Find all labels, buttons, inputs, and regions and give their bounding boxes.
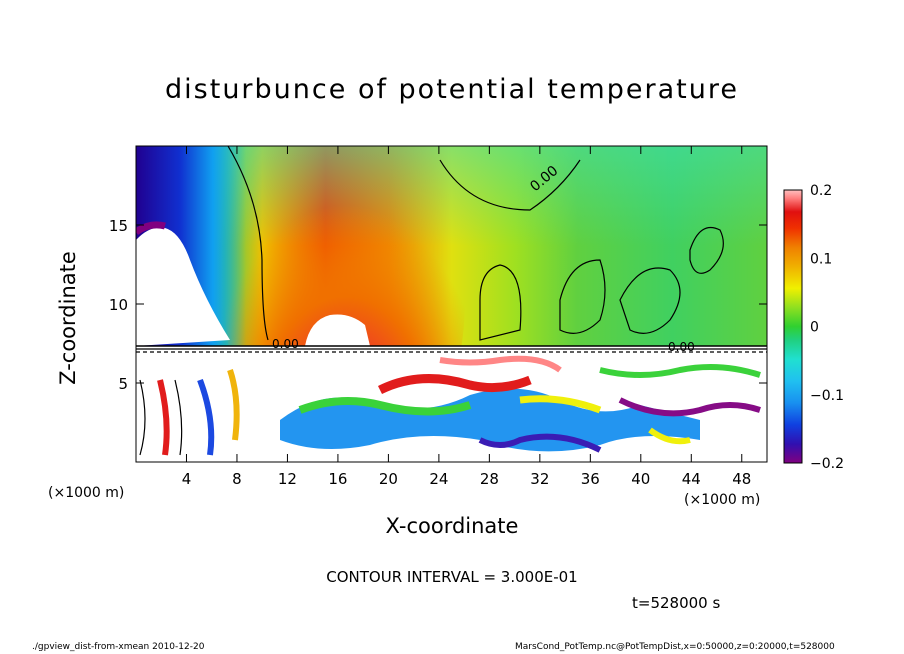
colorbar (783, 189, 803, 464)
x-unit-left: (×1000 m) (48, 485, 125, 501)
colorbar-tick-label: −0.1 (810, 388, 844, 404)
x-tick-label: 16 (328, 470, 347, 488)
x-tick-label: 36 (581, 470, 600, 488)
footer-right: MarsCond_PotTemp.nc@PotTempDist,x=0:5000… (515, 642, 835, 652)
colorbar-tick-label: −0.2 (810, 456, 844, 472)
x-unit-right: (×1000 m) (684, 492, 761, 508)
y-axis: 5 10 15 (109, 217, 767, 393)
x-tick-label: 4 (182, 470, 192, 488)
heatmap-field: 0.00 0.00 0.00 (136, 146, 767, 462)
x-tick-label: 40 (631, 470, 650, 488)
time-label: t=528000 s (632, 594, 721, 612)
x-tick-label: 24 (429, 470, 448, 488)
x-axis-label-text: X-coordinate (385, 514, 519, 538)
chart-title: disturbunce of potential temperature (165, 74, 739, 105)
contour-lines (136, 146, 767, 456)
contour-label: 0.00 (272, 337, 299, 351)
y-tick-label: 5 (118, 375, 128, 393)
colorbar-tick-label: 0.2 (810, 183, 832, 199)
footer-left: ./gpview_dist-from-xmean 2010-12-20 (32, 642, 205, 652)
contour-interval: CONTOUR INTERVAL = 3.000E-01 (326, 568, 578, 586)
colorbar-tick-label: 0.1 (810, 251, 832, 267)
x-tick-label: 8 (232, 470, 242, 488)
x-tick-label: 48 (732, 470, 751, 488)
contour-label: 0.00 (668, 340, 695, 354)
x-tick-label: 32 (530, 470, 549, 488)
y-tick-label: 10 (109, 296, 128, 314)
y-axis-label: Z-coordinate (56, 251, 80, 385)
x-tick-label: 28 (480, 470, 499, 488)
colorbar-tick-label: 0 (810, 320, 819, 336)
x-axis: 4 8 12 16 20 24 28 32 36 40 44 48 (182, 146, 751, 488)
x-axis-label: X-coordinate (0, 514, 904, 538)
y-tick-label: 15 (109, 217, 128, 235)
colorbar-ticks: 0.2 0.1 0 −0.1 −0.2 (810, 183, 844, 472)
x-tick-label: 44 (682, 470, 701, 488)
x-tick-label: 20 (379, 470, 398, 488)
x-tick-label: 12 (278, 470, 297, 488)
